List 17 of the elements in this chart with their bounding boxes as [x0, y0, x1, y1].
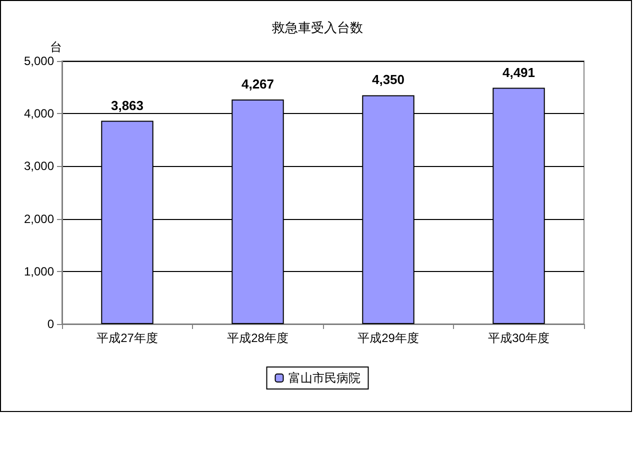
y-axis-title: 台	[50, 40, 62, 54]
data-label: 4,350	[372, 72, 405, 88]
y-tick-label: 5,000	[24, 54, 54, 68]
x-tick-label: 平成30年度	[488, 331, 550, 345]
data-label: 3,863	[110, 98, 144, 113]
x-tick-label: 平成27年度	[96, 331, 158, 345]
x-tick-label: 平成29年度	[358, 331, 419, 345]
chart-title: 救急車受入台数	[271, 20, 363, 35]
data-label: 4,267	[241, 76, 274, 92]
y-tick-label: 3,000	[24, 159, 54, 174]
y-tick-label: 1,000	[24, 264, 54, 278]
data-label: 4,491	[502, 64, 536, 80]
y-tick-label: 4,000	[24, 106, 54, 121]
x-tick-label: 平成28年度	[227, 331, 288, 345]
y-tick-label: 0	[47, 317, 54, 331]
y-tick-label: 2,000	[24, 212, 54, 226]
legend-label: 富山市民病院	[288, 371, 360, 385]
